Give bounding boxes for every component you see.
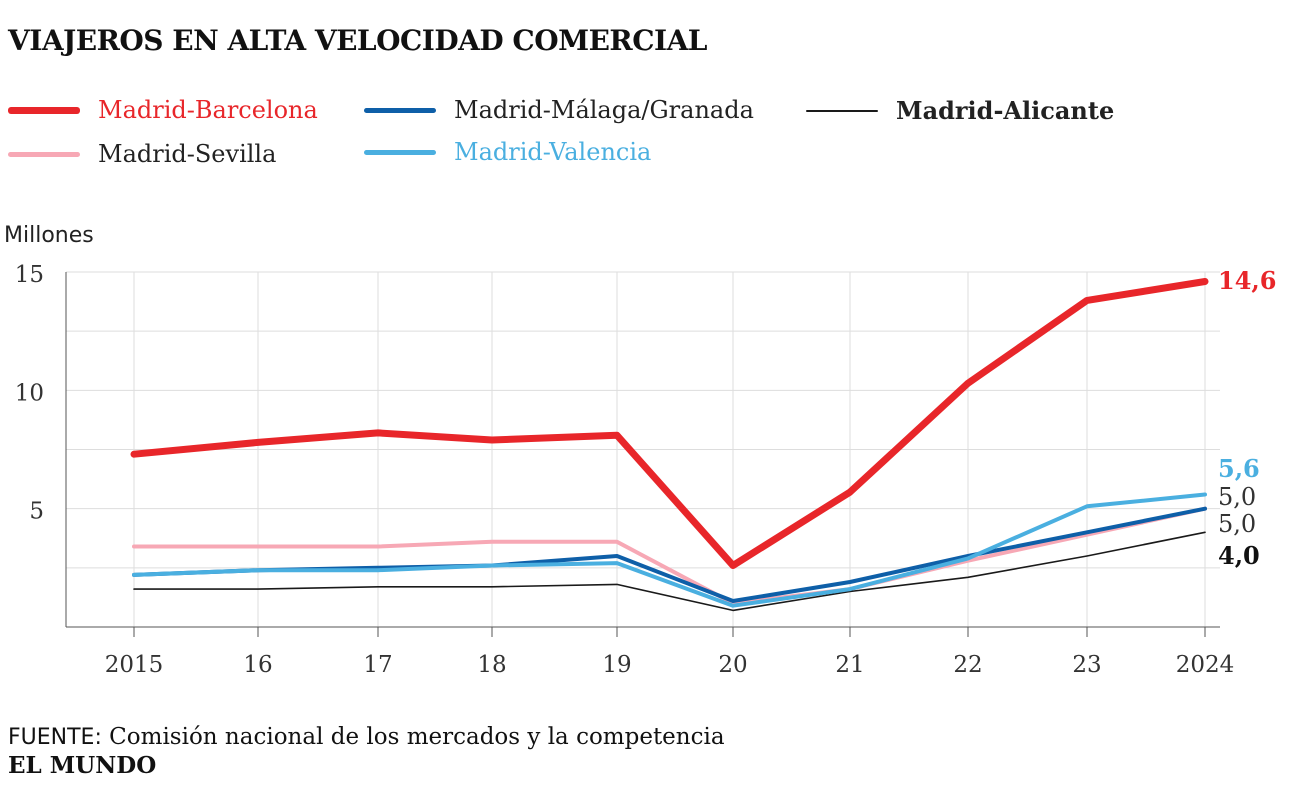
legend-label: Madrid-Sevilla [98, 140, 277, 168]
end-value-label: 5,6 [1218, 454, 1260, 483]
source-prefix: FUENTE: [8, 725, 102, 750]
legend-label: Madrid-Málaga/Granada [454, 96, 754, 124]
y-tick-label: 5 [29, 499, 44, 525]
y-axis-label: Millones [4, 223, 94, 248]
series-line-madrid-m-laga-granada [132, 506, 1207, 603]
series-line-madrid-barcelona [130, 278, 1209, 569]
x-tick-label: 19 [602, 652, 631, 678]
x-tick-label: 18 [477, 652, 506, 678]
end-value-label: 4,0 [1218, 541, 1260, 570]
legend: Madrid-Barcelona Madrid-Sevilla Madrid-M… [0, 88, 1292, 178]
series-line-madrid-alicante [133, 531, 1206, 612]
source-text: Comisión nacional de los mercados y la c… [101, 724, 725, 750]
legend-swatch [8, 151, 80, 157]
chart-title: VIAJEROS EN ALTA VELOCIDAD COMERCIAL [8, 24, 708, 57]
source-note: FUENTE: Comisión nacional de los mercado… [8, 724, 725, 750]
end-value-label: 5,0 [1218, 510, 1256, 538]
series-line-madrid-valencia [132, 492, 1207, 608]
end-value-label: 5,0 [1218, 483, 1256, 511]
legend-swatch [8, 106, 80, 114]
legend-label: Madrid-Valencia [454, 138, 652, 166]
x-tick-label: 2015 [105, 652, 164, 678]
x-tick-label: 16 [243, 652, 272, 678]
legend-item-madrid-valencia: Madrid-Valencia [364, 138, 651, 166]
legend-label: Madrid-Alicante [896, 96, 1115, 125]
series-line-madrid-sevilla [132, 506, 1207, 606]
legend-item-madrid-sevilla: Madrid-Sevilla [8, 140, 276, 168]
y-tick-label: 10 [15, 380, 44, 406]
y-tick-label: 15 [15, 262, 44, 288]
line-chart: Millones 5 10 15 2015 16 17 18 19 20 21 22 23 2024 14,… [4, 223, 1276, 678]
end-value-label: 14,6 [1218, 266, 1276, 295]
legend-item-madrid-barcelona: Madrid-Barcelona [8, 96, 318, 124]
x-tick-label: 2024 [1176, 652, 1235, 678]
x-tick-label: 23 [1072, 652, 1101, 678]
legend-swatch [364, 149, 436, 155]
legend-swatch [806, 109, 878, 112]
legend-item-madrid-malaga-granada: Madrid-Málaga/Granada [364, 96, 754, 124]
x-tick-label: 21 [835, 652, 864, 678]
x-tick-label: 22 [953, 652, 982, 678]
x-tick-label: 17 [363, 652, 392, 678]
brand-logo: EL MUNDO [8, 752, 157, 779]
x-tick-label: 20 [718, 652, 747, 678]
legend-label: Madrid-Barcelona [98, 96, 318, 124]
legend-item-madrid-alicante: Madrid-Alicante [806, 96, 1114, 125]
legend-swatch [364, 107, 436, 113]
